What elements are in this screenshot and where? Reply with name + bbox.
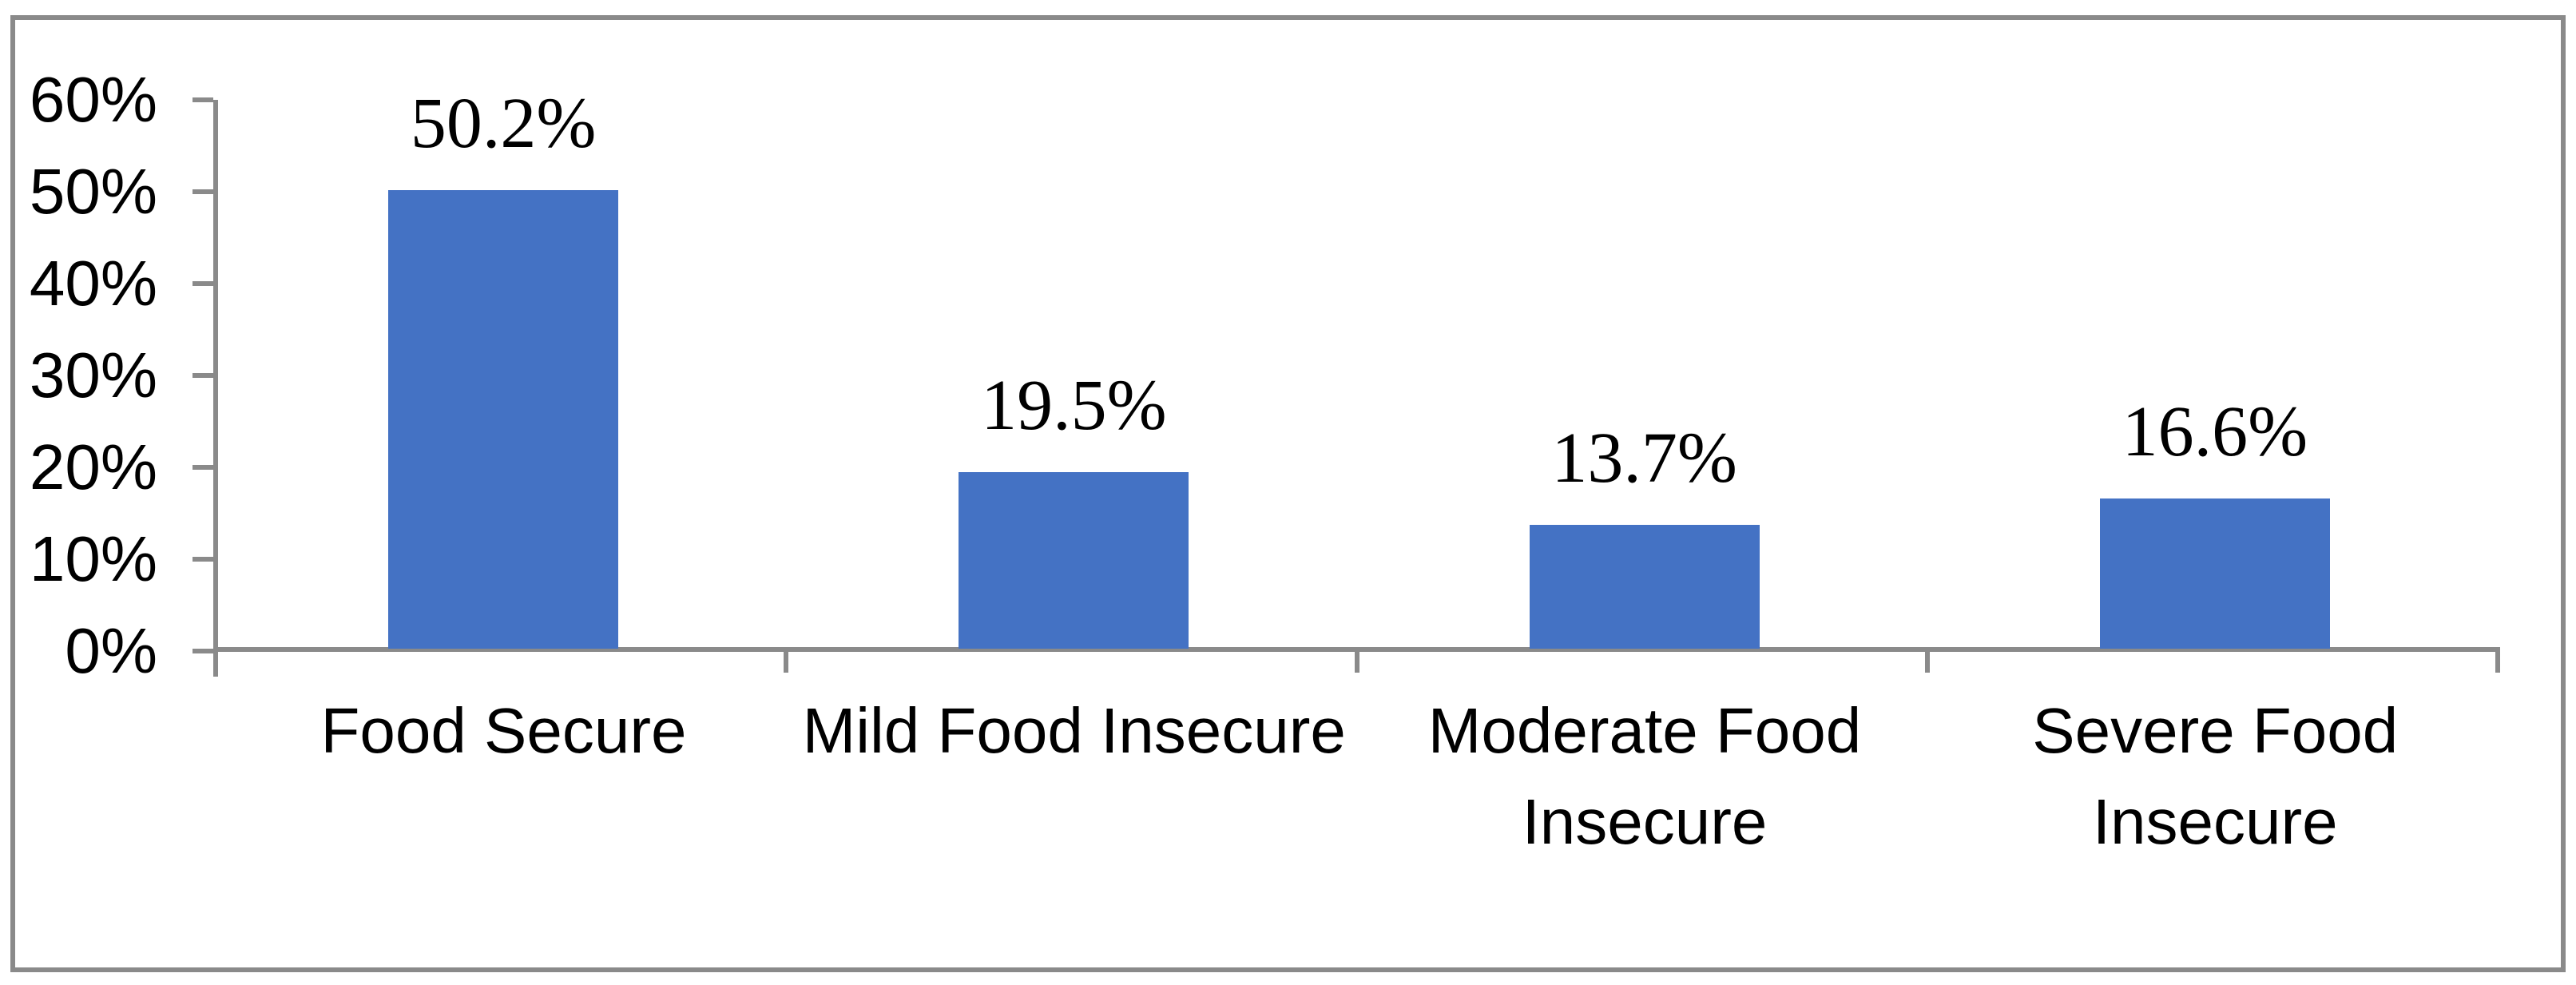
x-axis-tick bbox=[2495, 647, 2500, 673]
category-label-4: Severe Food Insecure bbox=[1930, 685, 2501, 868]
y-axis-line bbox=[213, 100, 218, 677]
bar-3 bbox=[1529, 525, 1760, 649]
y-axis-tick-label: 10% bbox=[29, 523, 157, 594]
y-axis-tick bbox=[193, 557, 213, 562]
x-axis-tick bbox=[1354, 647, 1359, 673]
x-axis-tick bbox=[213, 647, 218, 673]
y-axis-tick-label: 20% bbox=[29, 431, 157, 502]
y-axis-tick-label: 40% bbox=[29, 248, 157, 319]
x-axis-tick bbox=[784, 647, 789, 673]
y-axis-tick bbox=[193, 281, 213, 286]
y-axis-tick-label: 30% bbox=[29, 340, 157, 411]
bar-2 bbox=[959, 471, 1189, 649]
y-axis-tick-label: 0% bbox=[65, 615, 157, 686]
data-label-1: 50.2% bbox=[410, 83, 597, 163]
category-label-text: Food Secure bbox=[320, 695, 687, 766]
y-axis-tick-label: 60% bbox=[29, 64, 157, 135]
y-axis-tick bbox=[193, 465, 213, 470]
bar-4 bbox=[2099, 498, 2330, 649]
category-label-3: Moderate Food Insecure bbox=[1359, 685, 1931, 868]
category-label-2: Mild Food Insecure bbox=[788, 685, 1359, 776]
y-axis-tick-label: 50% bbox=[29, 156, 157, 227]
category-label-1: Food Secure bbox=[218, 685, 789, 776]
data-label-2: 19.5% bbox=[981, 365, 1167, 445]
category-label-text: Moderate Food Insecure bbox=[1427, 695, 1862, 857]
bar-1 bbox=[388, 189, 619, 649]
data-label-4: 16.6% bbox=[2122, 392, 2308, 472]
y-axis-tick bbox=[193, 97, 213, 102]
data-label-3: 13.7% bbox=[1551, 419, 1737, 498]
x-axis-tick bbox=[1924, 647, 1930, 673]
category-label-text: Mild Food Insecure bbox=[802, 695, 1346, 766]
y-axis-tick bbox=[193, 373, 213, 378]
y-axis-tick bbox=[193, 649, 213, 653]
y-axis-tick bbox=[193, 189, 213, 194]
category-label-text: Severe Food Insecure bbox=[2032, 695, 2399, 857]
